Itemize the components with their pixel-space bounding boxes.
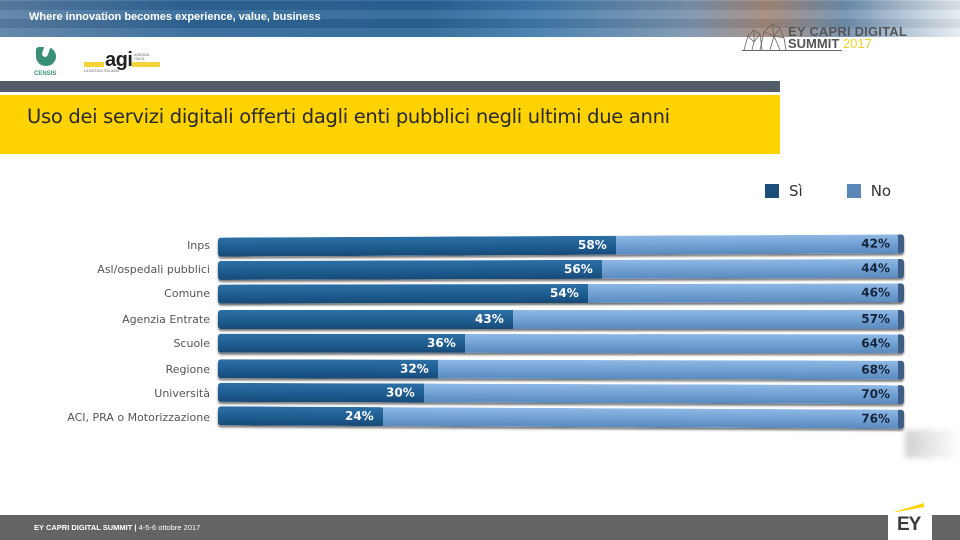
slide-title: Uso dei servizi digitali offerti dagli e… [27,105,670,128]
ey-wordmark: EY [897,514,921,535]
legend-swatch-si [765,184,779,198]
chart-bar-row: 32% 68% [217,359,905,380]
value-label-no: 76% [861,411,891,426]
bar-segment-si [218,310,513,329]
value-label-si: 58% [577,237,607,252]
bar-segment-no [587,283,905,303]
legend-item-si: Sì [765,182,803,200]
chart-floor-shadow [905,430,960,458]
legend-item-no: No [846,182,892,200]
value-label-no: 57% [861,312,890,326]
footer-bar: EY CAPRI DIGITAL SUMMIT | 4-5-6 ottobre … [0,515,960,540]
summit-word: SUMMIT [788,36,840,51]
category-label: Università [154,387,210,400]
summit-year: 2017 [842,36,872,51]
category-label: Scuole [173,337,210,350]
agi-bar-left [84,62,104,67]
footer-text: EY CAPRI DIGITAL SUMMIT | 4-5-6 ottobre … [34,523,200,532]
agi-subtitle-top: AGENZIA ITALIA [134,53,150,61]
banner-pixel-background [0,0,960,37]
bar-segment-no [382,407,905,429]
bar-end-cap [898,310,904,329]
value-label-si: 36% [426,335,456,350]
bar-end-cap [897,283,905,303]
bar-segment-si [217,235,617,257]
chart-bar-row: 54% 46% [217,283,905,304]
agi-wordmark: agi [105,49,133,71]
category-label: ACI, PRA o Motorizzazione [67,411,210,424]
title-band: Uso dei servizi digitali offerti dagli e… [0,95,780,154]
agi-subtitle-bottom: LA NOTIZIA ITALIANA [84,69,119,73]
ey-logo: EY [888,500,932,540]
value-label-no: 46% [861,285,891,300]
stacked-bar-chart: Inps 58% 42% Asl/ospedali pubblici 56% 44% Com… [0,200,960,470]
chart-legend: Sì No [765,182,891,200]
value-label-si: 24% [344,408,374,424]
value-label-no: 64% [861,336,891,351]
chart-bar-row: 24% 76% [217,406,905,429]
value-label-si: 56% [563,261,593,276]
category-label: Regione [165,363,210,376]
bar-segment-no [464,333,905,354]
category-label: Comune [164,287,210,300]
faraglioni-rocks-icon [743,23,787,51]
agi-logo: agi AGENZIA ITALIA LA NOTIZIA ITALIANA [84,49,160,77]
value-label-si: 30% [385,385,415,400]
category-label: Agenzia Entrate [122,313,210,326]
category-label: Asl/ospedali pubblici [97,263,210,276]
summit-logo-underline [742,50,842,51]
category-label: Inps [187,239,210,252]
bar-segment-no [513,310,904,329]
bar-end-cap [897,360,905,380]
bar-segment-si [217,259,603,281]
agi-bar-right [132,62,160,67]
footer-dates: 4-5-6 ottobre 2017 [138,523,201,532]
chart-bar-row: 36% 64% [217,333,905,354]
legend-label-si: Sì [789,182,803,200]
value-label-si: 54% [549,285,579,301]
bar-segment-no [601,258,905,279]
bar-segment-si [217,283,589,304]
tagline: Where innovation becomes experience, val… [29,11,321,23]
bar-segment-no [423,383,905,405]
value-label-si: 43% [475,312,504,326]
partner-logos: CENSIS agi AGENZIA ITALIA LA NOTIZIA ITA… [34,47,160,77]
ey-beam-icon [894,503,924,512]
footer-event: EY CAPRI DIGITAL SUMMIT [34,523,133,532]
top-banner: Where innovation becomes experience, val… [0,0,960,37]
censis-logo: CENSIS [34,47,60,77]
summit-logo: EY CAPRI DIGITAL SUMMIT 2017 [742,20,922,52]
bar-end-cap [897,258,905,279]
value-label-no: 44% [861,261,891,276]
chart-bar-row: 56% 44% [217,258,905,281]
bar-end-cap [897,234,905,254]
value-label-si: 32% [399,361,429,376]
chart-bar-row: 43% 57% [218,310,904,329]
value-label-no: 70% [861,387,891,402]
chart-bar-row: 58% 42% [217,234,905,257]
header-divider-strip [0,81,780,92]
value-label-no: 42% [861,236,891,251]
bar-segment-no [437,359,905,380]
bar-end-cap [897,409,905,429]
value-label-no: 68% [861,362,891,377]
summit-logo-line1: EY CAPRI DIGITAL [788,24,908,39]
bar-end-cap [897,334,905,354]
chart-bar-row: 30% 70% [217,382,905,405]
footer-separator: | [132,523,139,532]
summit-logo-line2: SUMMIT 2017 [788,36,872,51]
legend-swatch-no [846,184,861,198]
censis-mark-icon [36,47,56,66]
legend-label-no: No [870,182,892,200]
censis-wordmark: CENSIS [34,71,57,77]
bar-end-cap [897,385,905,405]
